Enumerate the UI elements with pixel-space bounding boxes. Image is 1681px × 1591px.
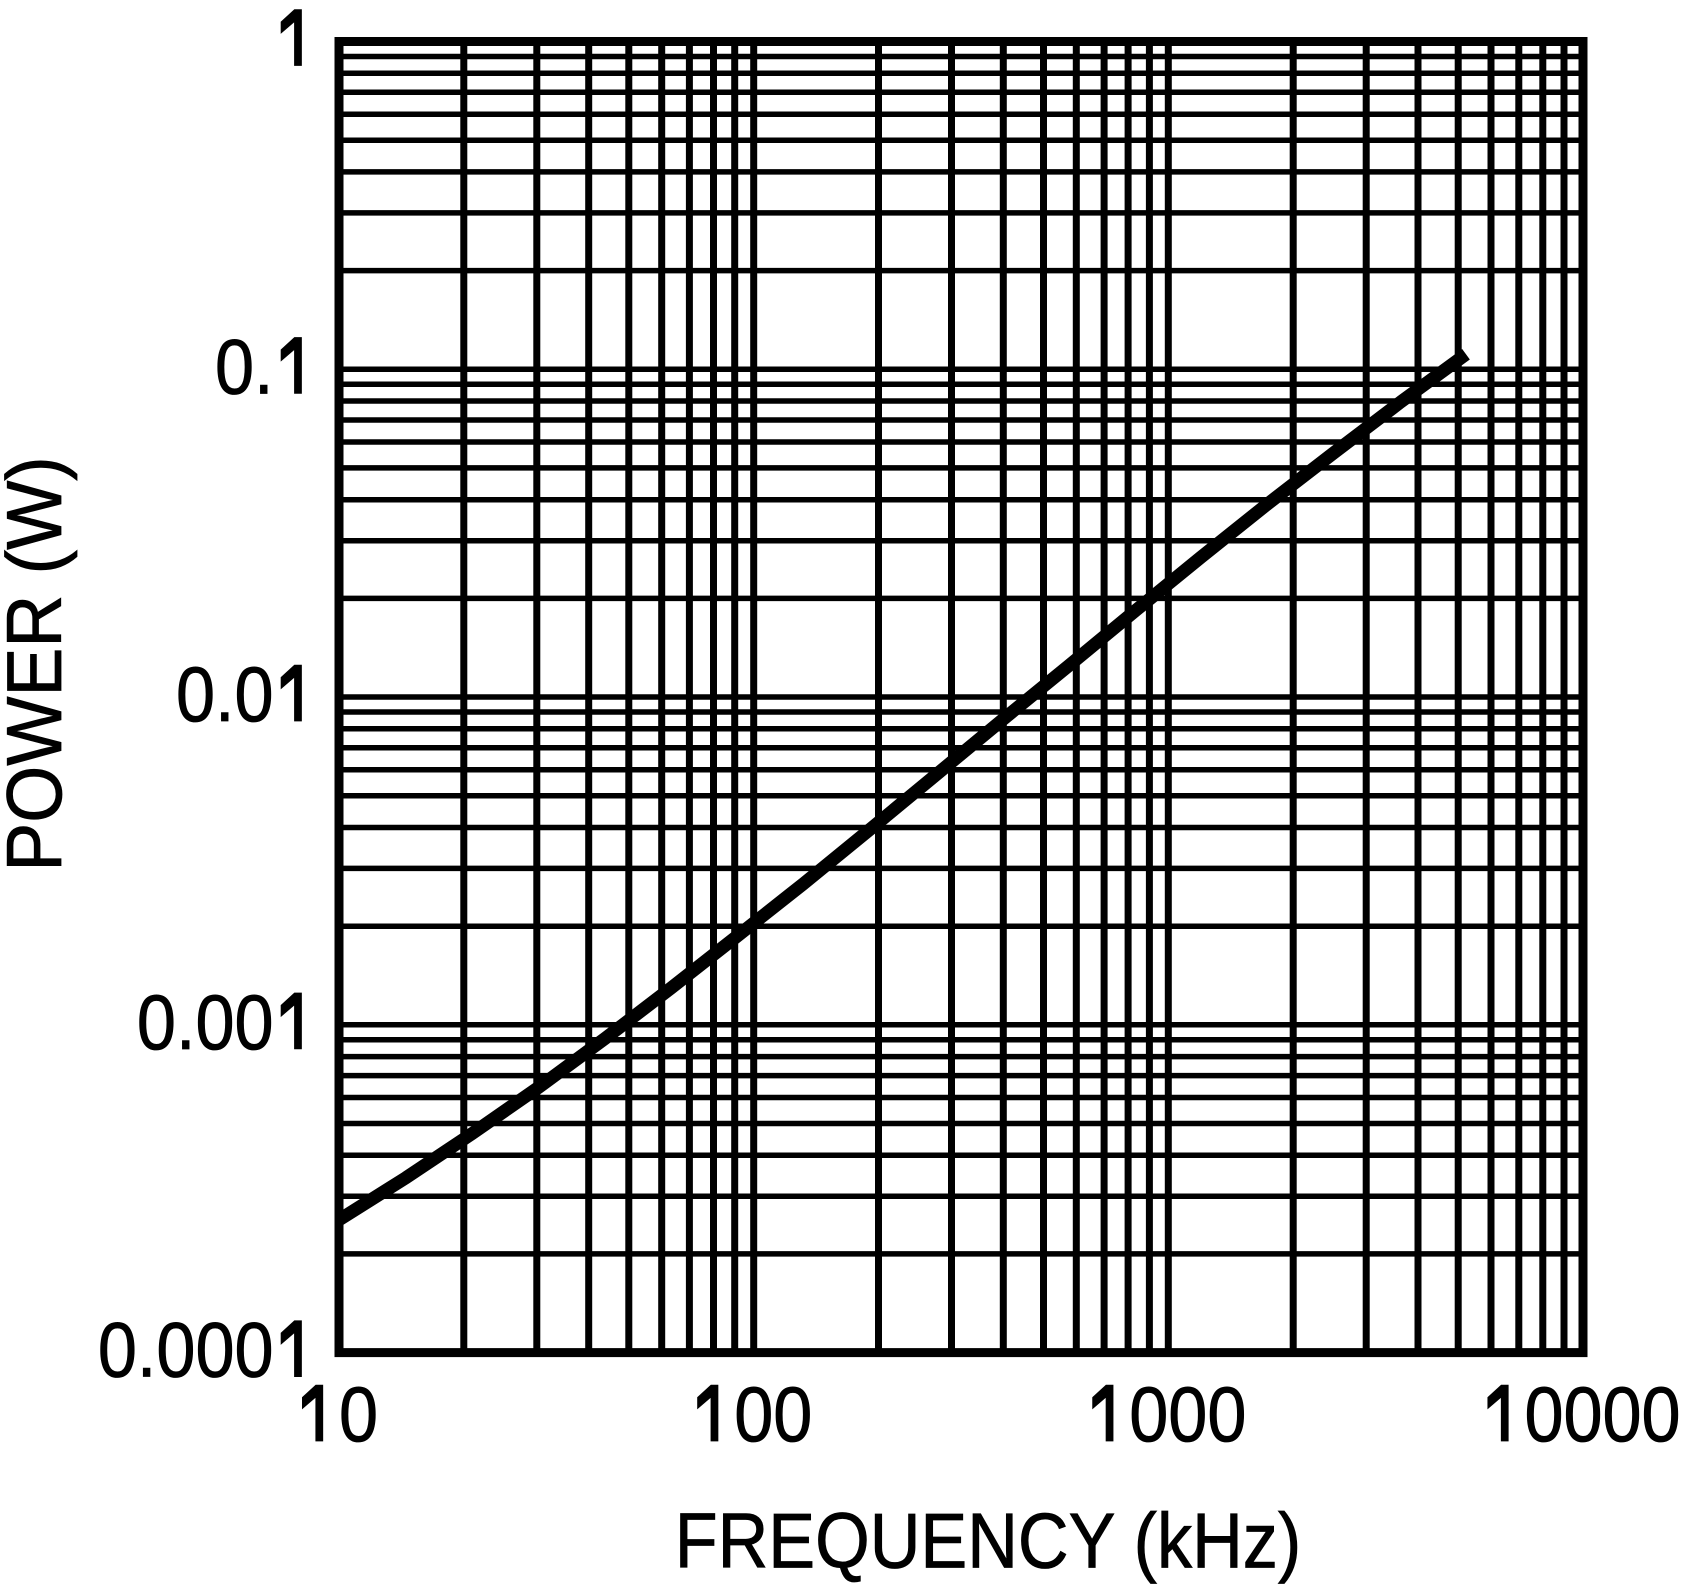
svg-text:0.000: 0.000 xyxy=(98,1306,274,1393)
svg-text:00: 00 xyxy=(734,1371,812,1458)
svg-text:POWER (W): POWER (W) xyxy=(0,456,79,871)
svg-text:000: 000 xyxy=(1129,1371,1246,1458)
svg-text:FREQUENCY (kHz): FREQUENCY (kHz) xyxy=(675,1497,1301,1584)
svg-text:0.00: 0.00 xyxy=(137,978,274,1065)
svg-text:0000: 0000 xyxy=(1524,1371,1680,1458)
svg-text:0: 0 xyxy=(339,1371,378,1458)
svg-text:0.: 0. xyxy=(215,323,274,410)
svg-text:0.0: 0.0 xyxy=(176,651,274,738)
